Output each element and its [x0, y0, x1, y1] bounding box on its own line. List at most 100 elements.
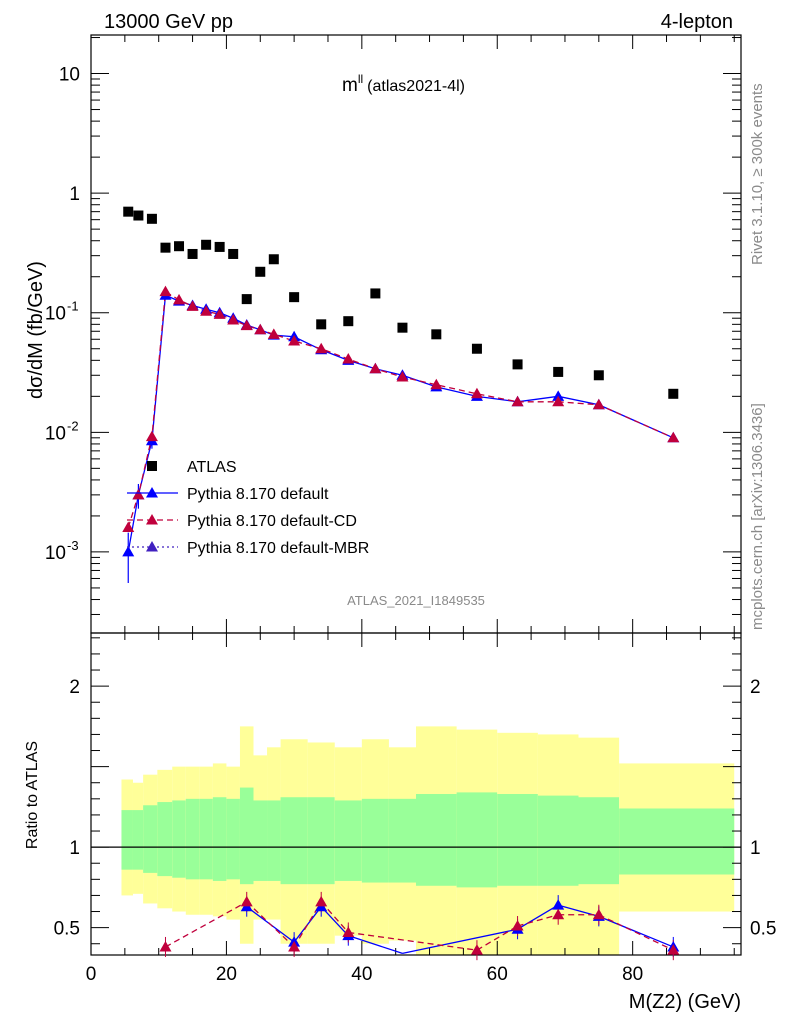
atlas-data-point [123, 206, 134, 217]
ratio-uncertainty-bands [121, 726, 735, 955]
atlas-data-point [668, 388, 679, 399]
mc-marker-top [145, 430, 158, 442]
mc-marker-top [200, 305, 213, 316]
mc-line-ratio [320, 901, 349, 933]
mc-marker-top [186, 300, 199, 311]
mc-marker-top [369, 362, 382, 374]
y-tick-label-base: 10 [45, 423, 66, 444]
ratio-tick-label-right: 2 [750, 677, 761, 698]
ratio-band-green [416, 794, 457, 886]
ratio-band-green [537, 795, 579, 886]
mc-line-ratio [293, 906, 322, 943]
mc-marker-top [122, 521, 135, 533]
mc-line-ratio [598, 914, 674, 951]
mc-line-ratio [246, 901, 295, 948]
ratio-band-green [212, 797, 227, 881]
mc-marker-top [288, 335, 301, 346]
legend-marker [146, 541, 158, 552]
mc-line-ratio [517, 904, 559, 930]
atlas-data-point [512, 359, 523, 370]
legend-marker [146, 514, 158, 525]
atlas-data-point [187, 248, 198, 259]
atlas-data-point [241, 294, 252, 305]
mc-marker-ratio [315, 895, 328, 907]
mc-marker-top [396, 371, 409, 382]
mc-marker-top [240, 319, 253, 331]
mc-line-ratio [320, 906, 349, 937]
mc-line-ratio [348, 935, 403, 955]
bottom-panel-frame [90, 632, 742, 956]
plot-title: mll (atlas2021-4l) [342, 72, 465, 96]
ratio-tick-label-right: 1 [750, 838, 761, 859]
legend-marker [146, 487, 158, 498]
atlas-data-point [593, 370, 604, 381]
mc-line-ratio [476, 925, 518, 951]
plot-title-sub: (atlas2021-4l) [367, 78, 465, 95]
ratio-band-green [361, 798, 389, 883]
y-tick-label: 10 [59, 65, 80, 86]
atlas-data-point [316, 319, 327, 330]
y-tick-label-exp: -1 [67, 299, 79, 314]
ratio-band-green [185, 798, 200, 880]
mc-marker-top [159, 285, 172, 297]
mc-line-ratio [165, 901, 248, 948]
mc-marker-ratio [667, 944, 680, 955]
mc-line-ratio [348, 931, 478, 951]
ratio-band-green [143, 805, 158, 873]
x-tick-label: 0 [86, 964, 97, 985]
mc-marker-top [267, 328, 280, 339]
ratio-band-green [132, 810, 144, 870]
legend-label: Pythia 8.170 default-MBR [187, 540, 369, 557]
atlas-data-point [228, 248, 239, 259]
atlas-data-point [289, 292, 300, 303]
mc-marker-top [470, 387, 483, 399]
x-tick-label: 20 [216, 964, 237, 985]
atlas-data-point [343, 316, 354, 327]
mc-line-ratio [402, 928, 518, 955]
data-markers [122, 206, 680, 955]
ratio-band-green [267, 800, 281, 881]
atlas-data-point [214, 241, 225, 252]
mc-marker-ratio [592, 908, 605, 920]
y-axis-title-bottom: Ratio to ATLAS [24, 741, 41, 849]
channel-label: 4-lepton [661, 11, 733, 33]
ratio-band-green [307, 797, 335, 885]
mcplots-label: mcplots.cern.ch [arXiv:1306.3436] [749, 403, 766, 630]
atlas-data-point [397, 322, 408, 333]
ratio-band-green [121, 810, 133, 870]
energy-label: 13000 GeV pp [104, 11, 233, 33]
mc-line-ratio [598, 915, 674, 948]
mc-marker-top [315, 342, 328, 354]
mc-line-ratio [517, 914, 559, 927]
atlas-data-point [255, 266, 266, 277]
ratio-tick-label: 2 [69, 677, 80, 698]
ratio-band-green [172, 800, 186, 878]
legend-marker-atlas [147, 461, 157, 471]
mc-marker-top [132, 488, 145, 500]
atlas-data-point [431, 329, 442, 340]
mc-line-top [127, 290, 674, 528]
atlas-data-point [370, 288, 381, 299]
y-tick-label: 1 [69, 184, 80, 205]
y-tick-label-base: 10 [45, 304, 66, 325]
ratio-band-green [239, 787, 254, 885]
x-tick-label: 60 [487, 964, 508, 985]
mc-marker-top [254, 323, 267, 335]
legend-label: ATLAS [187, 459, 237, 476]
atlas-data-point [471, 343, 482, 354]
ratio-band-green [199, 798, 213, 880]
mc-marker-top [122, 545, 135, 557]
ratio-band-green [388, 798, 416, 883]
analysis-watermark: ATLAS_2021_I1849535 [347, 593, 485, 608]
mc-marker-top [430, 378, 443, 390]
y-tick-label-exp: -2 [67, 418, 79, 433]
y-tick-label-base: 10 [45, 543, 66, 564]
mc-marker-top [592, 398, 605, 410]
mc-marker-ratio [342, 926, 355, 937]
x-tick-label: 40 [351, 964, 372, 985]
ratio-band-green [497, 794, 538, 886]
ratio-tick-label-right: 0.5 [750, 919, 776, 940]
mc-marker-ratio [552, 899, 565, 910]
atlas-data-point [201, 239, 212, 250]
